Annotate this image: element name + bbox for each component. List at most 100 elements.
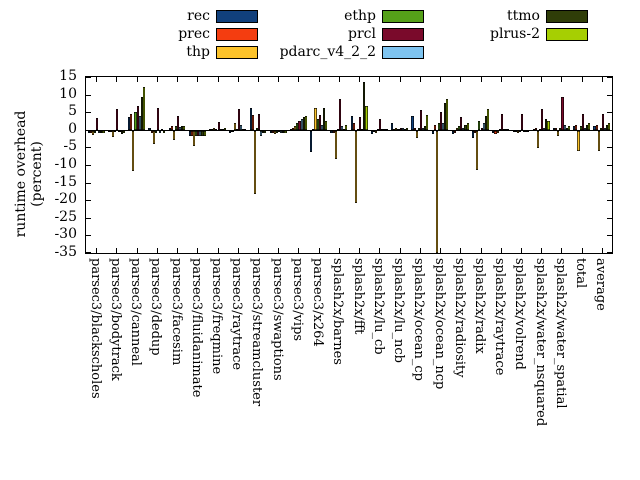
bar-ttmo <box>282 130 285 133</box>
bar-ttmo <box>201 130 204 137</box>
bar-thp <box>476 130 479 170</box>
x-tick-bottom <box>460 248 461 253</box>
bar-thp <box>132 130 135 172</box>
x-tick-label: splash2x/water_spatial <box>552 258 568 409</box>
bar-ttmo <box>343 128 346 130</box>
bar-thp <box>273 130 277 135</box>
x-tick-label: parsec3/dedup <box>148 258 164 356</box>
x-tick-bottom <box>319 248 320 253</box>
bar-plrus-2 <box>264 130 267 133</box>
bar-prcl <box>399 128 402 130</box>
x-tick-label: parsec3/fluidanimate <box>188 258 204 398</box>
x-tick-label: parsec3/bodytrack <box>107 258 123 381</box>
bar-prec <box>251 115 254 130</box>
bar-prec <box>595 124 598 130</box>
x-tick-top <box>359 77 360 82</box>
bar-plrus-2 <box>163 130 166 133</box>
bar-ethp <box>134 111 137 130</box>
legend-swatch-pdarc_v4_2_2 <box>382 46 424 59</box>
bar-prcl <box>460 117 463 130</box>
legend-entry-prec: prec <box>58 27 258 42</box>
x-tick-bottom <box>561 248 562 253</box>
x-tick-top <box>218 77 219 82</box>
y-axis-title-line1: runtime overhead <box>13 110 29 238</box>
x-tick-bottom <box>440 248 441 253</box>
x-tick-bottom <box>481 248 482 253</box>
y-tick-label: 10 <box>59 85 77 102</box>
bar-prcl <box>136 105 139 130</box>
x-tick-label: parsec3/streamcluster <box>249 258 265 407</box>
legend-label: thp <box>186 44 210 60</box>
bar-prcl <box>338 99 341 130</box>
bar-thp <box>496 130 499 133</box>
bar-prcl <box>177 115 180 130</box>
y-tick-label: -5 <box>63 138 77 155</box>
bar-prec <box>312 128 315 130</box>
bar-prec <box>474 130 477 133</box>
x-tick-bottom <box>238 248 239 253</box>
bar-thp <box>456 128 459 130</box>
bar-ttmo <box>262 130 265 133</box>
bar-thp <box>152 130 155 144</box>
y-tick-left <box>86 235 91 237</box>
y-tick-left <box>86 182 91 184</box>
legend-label: plrus-2 <box>490 26 540 42</box>
x-tick-bottom <box>137 248 138 253</box>
legend-entry-thp: thp <box>58 45 258 60</box>
x-tick-top <box>177 77 178 82</box>
bar-prcl <box>278 130 281 132</box>
x-tick-bottom <box>379 248 380 253</box>
bar-rec <box>431 130 434 135</box>
x-tick-bottom <box>420 248 421 253</box>
bar-ttmo <box>302 117 305 130</box>
bar-thp <box>213 128 216 130</box>
bar-thp <box>435 130 438 253</box>
bar-rec <box>451 130 454 135</box>
y-tick-right <box>607 112 612 114</box>
bar-ethp <box>377 128 380 130</box>
bar-plrus-2 <box>608 122 611 130</box>
bar-ttmo <box>221 128 224 130</box>
bar-pdarc_v4_2_2 <box>199 130 202 137</box>
x-tick-bottom <box>582 248 583 253</box>
y-tick-left <box>86 252 91 253</box>
bar-ttmo <box>565 128 568 130</box>
y-tick-right <box>607 94 612 96</box>
bar-plrus-2 <box>587 122 591 130</box>
bar-ttmo <box>606 124 609 130</box>
bar-ethp <box>539 128 542 130</box>
x-tick-label: splash2x/lu_ncb <box>391 258 407 363</box>
bar-rec <box>188 130 191 137</box>
bar-pdarc_v4_2_2 <box>320 124 323 130</box>
bar-rec <box>269 130 272 133</box>
bar-ethp <box>174 126 178 130</box>
x-tick-top <box>481 77 482 82</box>
bar-ethp <box>235 128 238 130</box>
legend-swatch-prcl <box>382 28 424 41</box>
bar-plrus-2 <box>324 121 328 130</box>
bar-pdarc_v4_2_2 <box>280 130 283 133</box>
x-tick-label: splash2x/water_nsquared <box>532 258 548 427</box>
legend-entry-pdarc_v4_2_2: pdarc_v4_2_2 <box>224 45 424 60</box>
bar-prcl <box>359 116 362 130</box>
bar-ethp <box>336 128 339 130</box>
x-tick-bottom <box>116 248 117 253</box>
x-tick-bottom <box>541 248 542 253</box>
y-tick-left <box>86 94 91 96</box>
bar-prcl <box>257 113 261 130</box>
x-tick-label: total <box>573 258 589 289</box>
legend-swatch-ttmo <box>546 10 588 23</box>
bar-plrus-2 <box>567 126 570 130</box>
bar-plrus-2 <box>304 115 307 130</box>
bar-rec <box>593 126 596 130</box>
y-tick-left <box>86 200 91 202</box>
bar-ethp <box>195 130 198 137</box>
x-tick-label: parsec3/facesim <box>168 258 184 366</box>
bar-prcl <box>156 107 159 130</box>
y-tick-left <box>86 77 91 78</box>
bar-ethp <box>478 121 481 130</box>
bar-rec <box>573 126 576 130</box>
bar-plrus-2 <box>547 121 550 130</box>
bar-ethp <box>518 130 521 132</box>
bar-ethp <box>437 122 441 130</box>
